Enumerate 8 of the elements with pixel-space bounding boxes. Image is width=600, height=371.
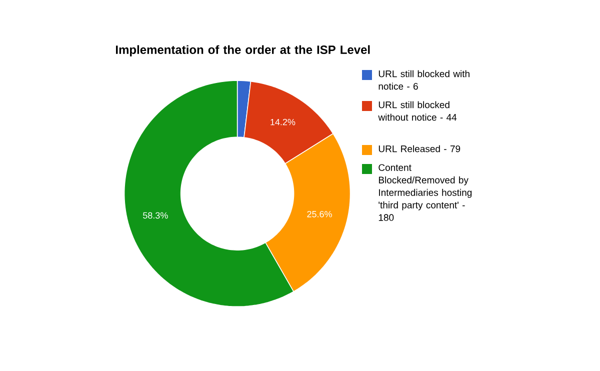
legend-label: Content Blocked/Removed by Intermediaries hosting 'third party content' - 180 [378,164,472,221]
legend-label: URL still blocked with notice - 6 [378,70,470,90]
legend-label: URL still blocked without notice - 44 [378,101,457,121]
data-label: 58.3% [143,212,168,219]
legend-label: URL Released - 79 [378,145,460,152]
data-label: 14.2% [270,118,296,126]
data-label: 25.6% [307,210,332,218]
chart-title: Implementation of the order at the ISP Level [116,45,370,56]
